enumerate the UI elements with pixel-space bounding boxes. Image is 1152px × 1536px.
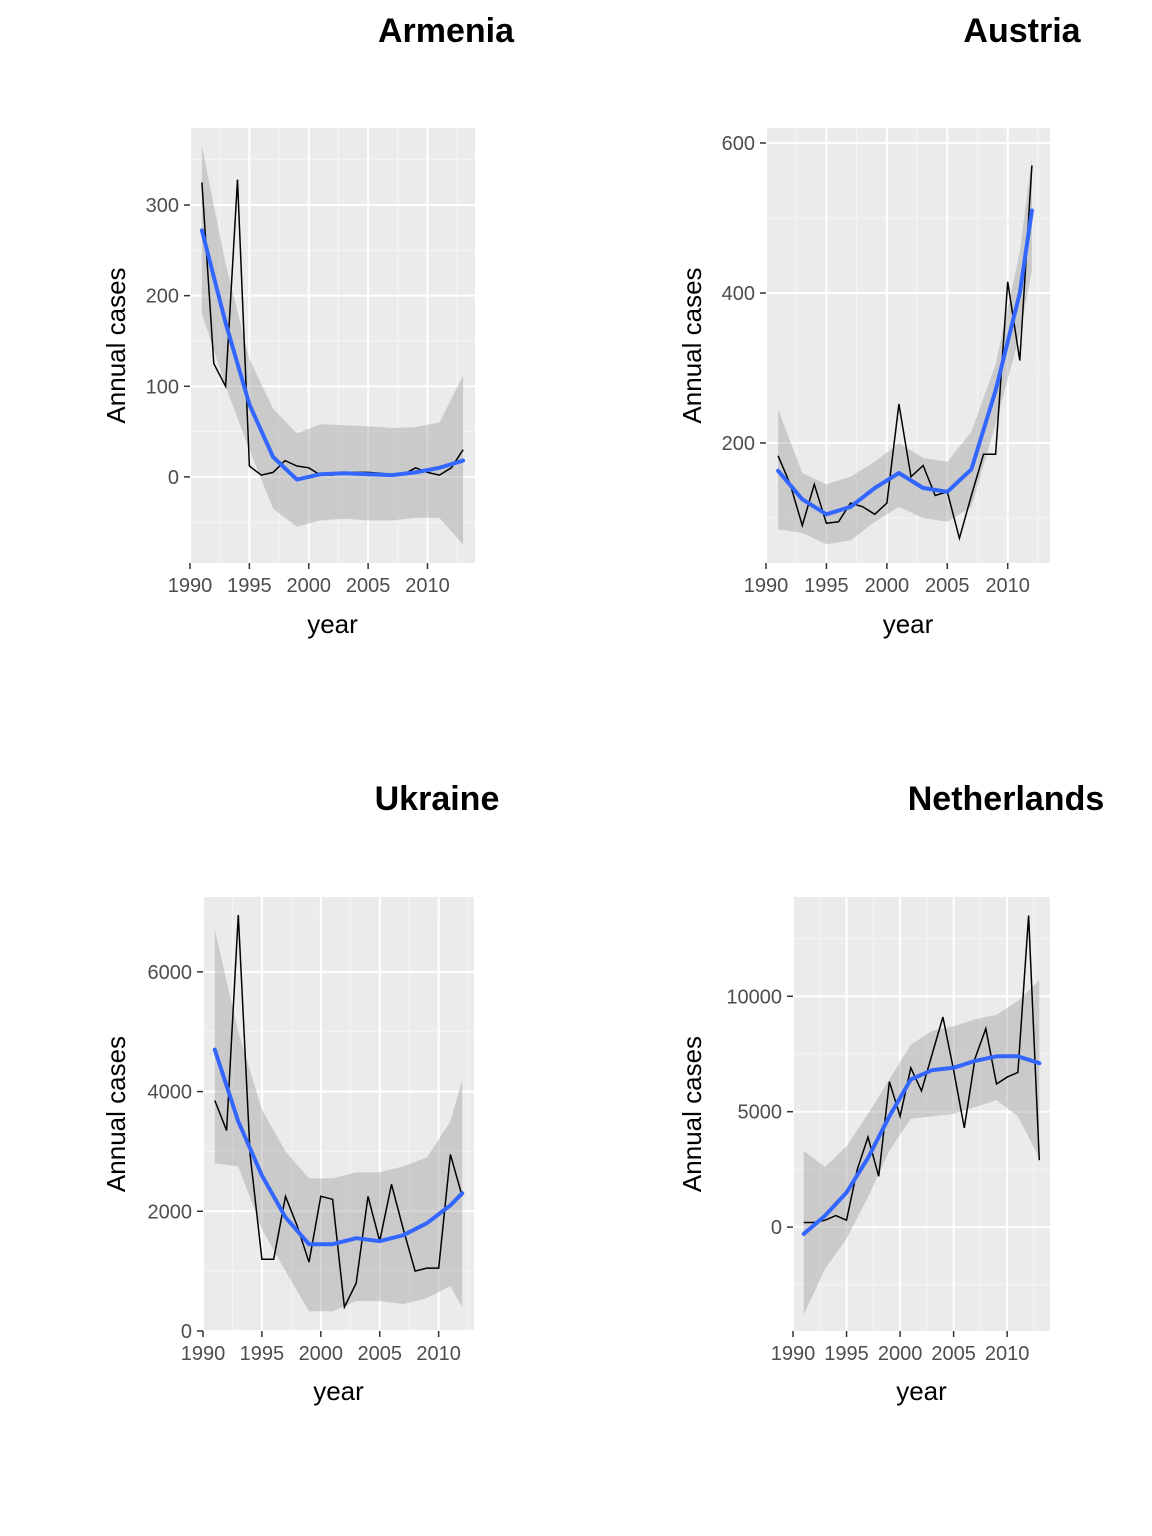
y-tick-label: 400 — [722, 283, 755, 305]
y-tick-label: 0 — [771, 1217, 782, 1239]
y-tick-label: 100 — [146, 376, 179, 398]
y-tick-label: 4000 — [148, 1082, 193, 1104]
y-tick-label: 10000 — [726, 986, 782, 1008]
chart-panel-1: 1990 1995 2000 2005 2010 0 100 200 300 Armenia yea… — [101, 12, 515, 639]
x-tick-label: 2010 — [405, 575, 450, 597]
y-tick-label: 300 — [146, 195, 179, 217]
y-tick-label: 0 — [168, 467, 179, 489]
smooth-line — [199, 228, 466, 482]
y-axis-title: Annual cases — [101, 267, 131, 423]
y-tick-label: 5000 — [738, 1102, 783, 1124]
x-axis-title: year — [896, 1376, 947, 1406]
x-tick-label: 2000 — [878, 1343, 923, 1365]
y-axis-title: Annual cases — [677, 1036, 707, 1192]
y-axis-title: Annual cases — [677, 267, 707, 423]
x-tick-label: 2005 — [925, 575, 970, 597]
y-tick-label: 200 — [146, 286, 179, 308]
panel-title: Netherlands — [908, 780, 1105, 818]
data-line — [777, 165, 1033, 542]
y-tick-label: 0 — [181, 1321, 192, 1343]
chart-panel-3: 1990 1995 2000 2005 2010 0 2000 4000 6000 Ukraine… — [101, 780, 499, 1406]
confidence-band — [803, 980, 1040, 1315]
data-line — [803, 915, 1041, 1224]
x-tick-label: 2010 — [416, 1343, 461, 1365]
x-tick-label: 1990 — [168, 575, 213, 597]
x-tick-label: 2010 — [985, 575, 1030, 597]
y-tick-label: 600 — [722, 133, 755, 155]
x-tick-label: 1995 — [227, 575, 272, 597]
panel-title: Ukraine — [375, 780, 500, 818]
x-tick-label: 1990 — [744, 575, 789, 597]
x-axis-title: year — [883, 609, 934, 639]
x-axis-title: year — [307, 609, 358, 639]
chart-panel-2: 1990 1995 2000 2005 2010 200 400 600 Austria year… — [677, 12, 1082, 639]
data-line — [214, 914, 463, 1310]
panel-title: Austria — [963, 12, 1081, 50]
confidence-band — [778, 158, 1032, 545]
smooth-line — [801, 1054, 1042, 1236]
x-tick-label: 1995 — [804, 575, 849, 597]
panel-title: Armenia — [378, 12, 515, 50]
y-tick-label: 200 — [722, 433, 755, 455]
x-tick-label: 1990 — [771, 1343, 816, 1365]
x-tick-label: 2010 — [985, 1343, 1030, 1365]
smooth-line — [212, 1047, 465, 1247]
x-tick-label: 2000 — [299, 1343, 344, 1365]
x-tick-label: 1995 — [240, 1343, 285, 1365]
x-tick-label: 2005 — [357, 1343, 402, 1365]
y-tick-label: 2000 — [148, 1201, 193, 1223]
chart-panel-4: 1990 1995 2000 2005 2010 0 5000 10000 Netherland… — [677, 780, 1104, 1406]
x-tick-label: 2000 — [287, 575, 332, 597]
y-axis-title: Annual cases — [101, 1036, 131, 1192]
y-tick-label: 6000 — [148, 962, 193, 984]
x-axis-title: year — [313, 1376, 364, 1406]
x-tick-label: 2005 — [931, 1343, 976, 1365]
smooth-line — [776, 208, 1034, 517]
x-tick-label: 1990 — [181, 1343, 226, 1365]
x-tick-label: 2000 — [865, 575, 910, 597]
x-tick-label: 2005 — [346, 575, 391, 597]
x-tick-label: 1995 — [824, 1343, 869, 1365]
